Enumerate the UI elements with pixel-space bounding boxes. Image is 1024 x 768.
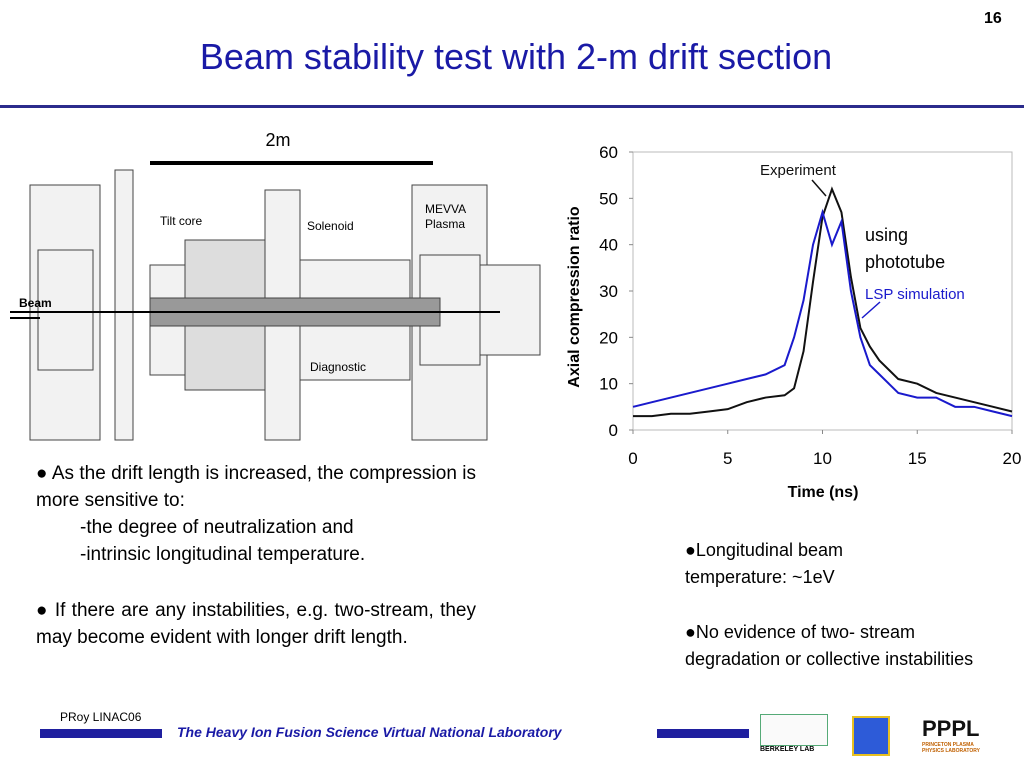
diagram-label: Plasma	[425, 217, 465, 231]
annotation: Experiment	[760, 162, 837, 179]
bullet: ● If there are any instabilities, e.g. t…	[36, 600, 476, 648]
scale-label: 2m	[265, 130, 290, 150]
logo-text: PPPL	[922, 716, 980, 741]
slide-number: 16	[984, 10, 1002, 27]
x-tick-label: 20	[1003, 449, 1022, 468]
y-tick-label: 10	[599, 375, 618, 394]
x-axis-label: Time (ns)	[788, 484, 859, 501]
logo	[760, 714, 828, 746]
y-tick-label: 60	[599, 143, 618, 162]
y-axis-label: Axial compression ratio	[566, 206, 583, 388]
annotation: using	[865, 225, 908, 245]
series-line	[633, 186, 1013, 418]
sub-bullet: -intrinsic longitudinal temperature.	[80, 544, 366, 565]
annotation: LSP simulation	[865, 286, 965, 303]
title: Beam stability test with 2-m drift secti…	[199, 36, 833, 77]
y-tick-label: 30	[599, 282, 618, 301]
x-tick-label: 0	[628, 449, 637, 468]
y-tick-label: 0	[609, 421, 618, 440]
bullet: ●Longitudinal beam temperature: ~1eV	[685, 540, 843, 587]
apparatus-drawing	[10, 169, 541, 441]
annotation: phototube	[865, 252, 945, 272]
y-tick-label: 50	[599, 189, 618, 208]
annotation-arrow	[811, 179, 827, 197]
x-tick-label: 10	[813, 449, 832, 468]
diagram-label: MEVVA	[425, 202, 466, 216]
y-tick-label: 20	[599, 328, 618, 347]
x-tick-label: 15	[908, 449, 927, 468]
diagram-label: Solenoid	[307, 219, 354, 233]
bullet: ● As the drift length is increased, the …	[36, 463, 476, 511]
footer-lab: The Heavy Ion Fusion Science Virtual Nat…	[177, 724, 562, 740]
diagram-label: Tilt core	[160, 214, 203, 228]
sub-bullet: -the degree of neutralization and	[80, 517, 354, 538]
bullet: ●No evidence of two- stream degradation …	[685, 622, 974, 669]
series-line	[632, 208, 1013, 418]
footer-bar	[657, 729, 749, 738]
logo-text: BERKELEY LAB	[760, 746, 815, 753]
logo-text: PRINCETON PLASMA PHYSICS LABORATORY	[922, 742, 980, 754]
annotation-arrow	[861, 301, 881, 319]
x-tick-label: 5	[723, 449, 732, 468]
diagram-label: Beam	[19, 296, 52, 310]
title-rule	[0, 105, 1024, 108]
footer-author: PRoy LINAC06	[60, 710, 142, 724]
logo	[852, 716, 890, 756]
footer-bar	[40, 729, 162, 738]
y-tick-label: 40	[599, 236, 618, 255]
diagram-label: Diagnostic	[310, 360, 366, 374]
